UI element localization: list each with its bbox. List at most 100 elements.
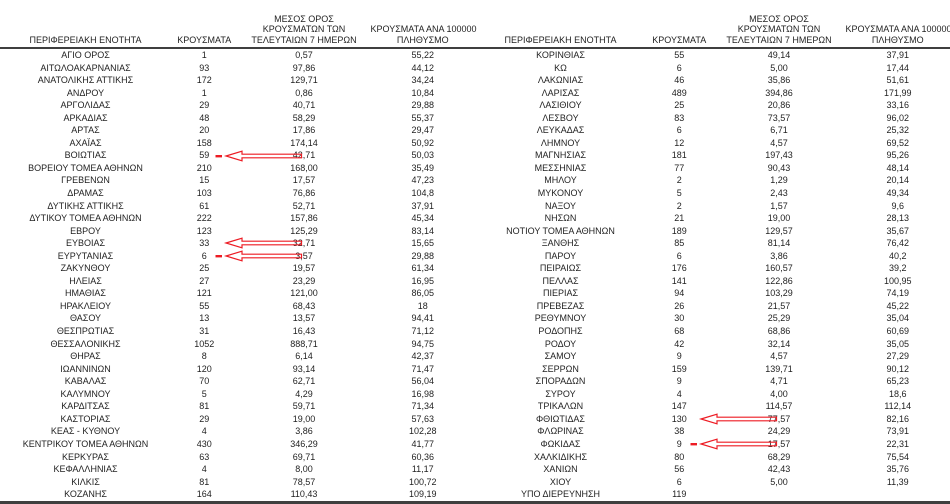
cases-value: 61 [199,201,209,211]
table-row: ΖΑΚΥΝΘΟΥ 25 19,57 61,34 [0,262,475,275]
avg7-cell: 78,57 [238,476,371,489]
region-name-cell: ΔΥΤΙΚΟΥ ΤΟΜΕΑ ΑΘΗΝΩΝ [0,212,171,225]
per100k-cell: 60,36 [371,451,476,464]
red-arrow-icon [215,237,303,249]
cases-cell: 430 [171,438,238,451]
region-name-cell: ΛΕΥΚΑΔΑΣ [475,124,646,137]
cases-cell: 48 [171,112,238,125]
table-row: ΦΛΩΡΙΝΑΣ 38 24,29 73,91 [475,425,950,438]
region-name-cell: ΠΕΙΡΑΙΩΣ [475,262,646,275]
table-row: ΚΑΡΔΙΤΣΑΣ 81 59,71 71,34 [0,400,475,413]
cases-value: 4 [202,426,207,436]
region-name-cell: ΚΑΛΥΜΝΟΥ [0,388,171,401]
region-name-cell: ΗΛΕΙΑΣ [0,275,171,288]
cases-value: 4 [677,389,682,399]
cases-value: 85 [674,238,684,248]
avg7-cell: 20,86 [713,99,846,112]
region-name-cell: ΚΙΛΚΙΣ [0,476,171,489]
region-name-cell: ΘΑΣΟΥ [0,312,171,325]
table-row: ΘΗΡΑΣ 8 6,14 42,37 [0,350,475,363]
avg7-cell: 197,43 [713,149,846,162]
cases-cell: 1 [171,48,238,62]
avg7-cell: 174,14 [238,137,371,150]
avg7-cell: 160,57 [713,262,846,275]
cases-value: 94 [674,288,684,298]
per100k-cell: 57,63 [371,413,476,426]
per100k-cell [846,488,950,502]
per100k-cell: 25,32 [846,124,950,137]
per100k-cell: 37,91 [846,48,950,62]
region-name-cell: ΑΓΙΟ ΟΡΟΣ [0,48,171,62]
cases-cell: 55 [646,48,713,62]
per100k-cell: 65,23 [846,375,950,388]
region-name-cell: ΝΗΣΩΝ [475,212,646,225]
cases-value: 5 [202,389,207,399]
table-row: ΧΑΝΙΩΝ 56 42,43 35,76 [475,463,950,476]
cases-cell: 5 [646,187,713,200]
avg7-cell: 13,57 [238,312,371,325]
cases-cell: 29 [171,413,238,426]
per100k-cell: 29,47 [371,124,476,137]
region-name-cell: ΛΑΡΙΣΑΣ [475,87,646,100]
per100k-cell: 20,14 [846,174,950,187]
cases-cell: 9 [646,438,713,451]
per100k-cell: 47,23 [371,174,476,187]
cases-cell: 5 [171,388,238,401]
table-row: ΤΡΙΚΑΛΩΝ 147 114,57 112,14 [475,400,950,413]
region-name-cell: ΚΟΖΑΝΗΣ [0,488,171,502]
per100k-cell: 94,75 [371,338,476,351]
per100k-cell: 75,54 [846,451,950,464]
table-row: ΓΡΕΒΕΝΩΝ 15 17,57 47,23 [0,174,475,187]
avg7-cell: 17,57 [238,174,371,187]
cases-value: 20 [199,125,209,135]
per100k-cell: 83,14 [371,225,476,238]
cases-value: 130 [672,414,687,424]
cases-cell: 56 [646,463,713,476]
cases-value: 59 [199,150,209,160]
avg7-cell: 3,86 [238,425,371,438]
region-name-cell: ΞΑΝΘΗΣ [475,237,646,250]
cases-value: 83 [674,113,684,123]
per100k-cell: 41,77 [371,438,476,451]
per100k-cell: 50,92 [371,137,476,150]
cases-cell: 2 [646,200,713,213]
per100k-cell: 29,88 [371,250,476,263]
cases-value: 6 [677,251,682,261]
cases-value: 9 [677,376,682,386]
avg7-cell: 42,43 [713,463,846,476]
cases-cell: 9 [646,375,713,388]
per100k-cell: 112,14 [846,400,950,413]
per100k-cell: 171,99 [846,87,950,100]
cases-cell: 80 [646,451,713,464]
cases-cell: 68 [646,325,713,338]
per100k-cell: 45,34 [371,212,476,225]
table-row: ΔΥΤΙΚΗΣ ΑΤΤΙΚΗΣ 61 52,71 37,91 [0,200,475,213]
avg7-cell: 32,14 [713,338,846,351]
red-arrow-icon [215,150,303,162]
table-row: ΚΕΑΣ - ΚΥΘΝΟΥ 4 3,86 102,28 [0,425,475,438]
cases-value: 123 [197,226,212,236]
region-name-cell: ΝΟΤΙΟΥ ΤΟΜΕΑ ΑΘΗΝΩΝ [475,225,646,238]
cases-cell: 85 [646,237,713,250]
cases-cell: 46 [646,74,713,87]
avg7-cell: 90,43 [713,162,846,175]
avg7-cell: 129,71 [238,74,371,87]
region-name-cell: ΑΧΑΪΑΣ [0,137,171,150]
cases-cell: 120 [171,363,238,376]
cases-cell: 26 [646,300,713,313]
table-row: ΚΑΛΥΜΝΟΥ 5 4,29 16,98 [0,388,475,401]
table-row: ΛΕΣΒΟΥ 83 73,57 96,02 [475,112,950,125]
per100k-cell: 51,61 [846,74,950,87]
region-name-cell: ΑΙΤΩΛΟΑΚΑΡΝΑΝΙΑΣ [0,62,171,75]
cases-value: 80 [674,452,684,462]
cases-value: 103 [197,188,212,198]
cases-value: 5 [677,188,682,198]
cases-value: 33 [199,238,209,248]
avg7-cell: 8,00 [238,463,371,476]
region-name-cell: ΣΑΜΟΥ [475,350,646,363]
avg7-cell: 1,29 [713,174,846,187]
cases-value: 13 [199,313,209,323]
cases-cell: 159 [646,363,713,376]
per100k-cell: 48,14 [846,162,950,175]
avg7-cell: 157,86 [238,212,371,225]
